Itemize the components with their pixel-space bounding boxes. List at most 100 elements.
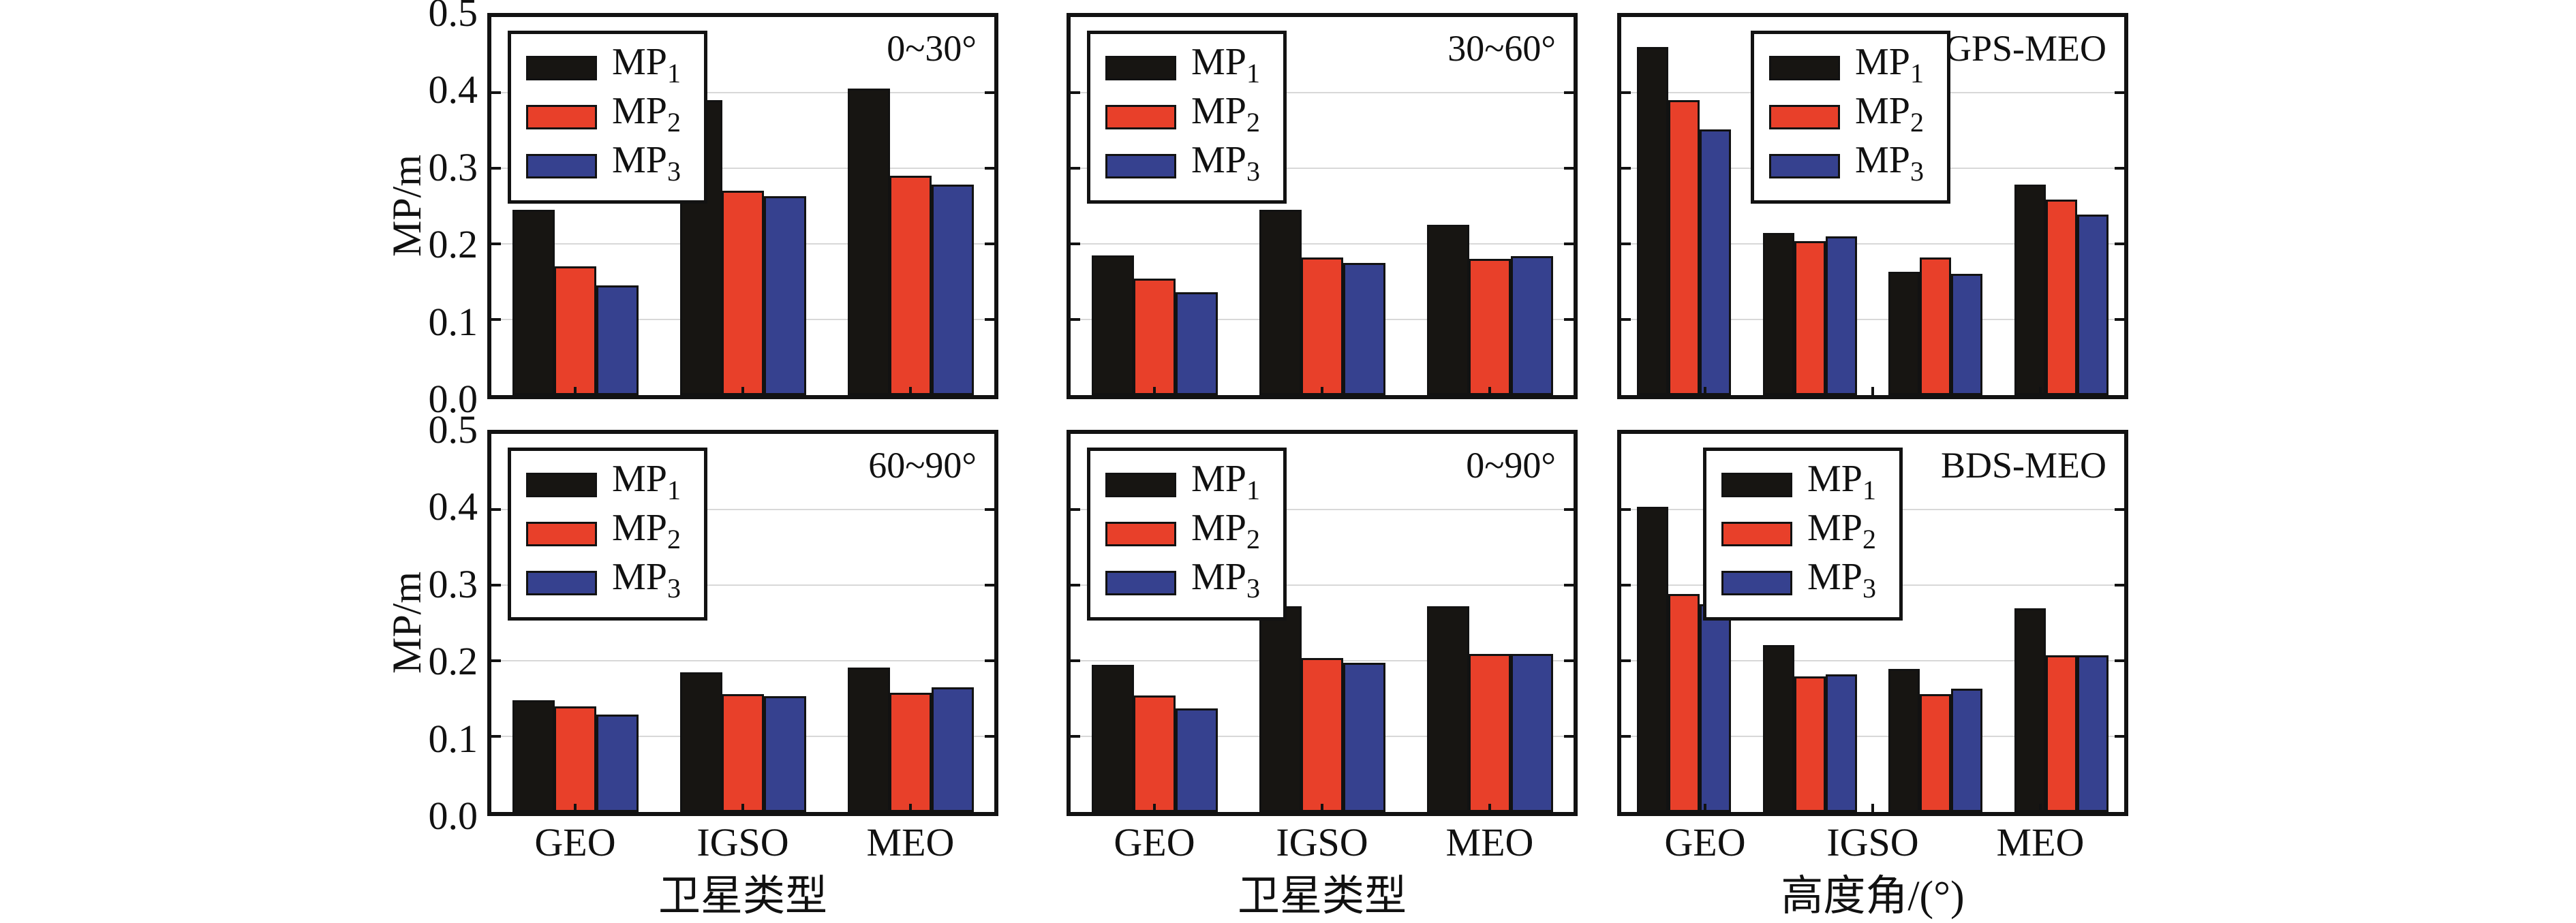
tick-mark <box>1621 735 1631 738</box>
bar-mp1-group2 <box>1763 645 1794 812</box>
tick-mark <box>1621 318 1631 321</box>
legend-swatch-mp2 <box>1721 522 1792 546</box>
legend-row: MP2 <box>526 90 681 142</box>
gridline <box>1071 584 1574 586</box>
legend-label: MP2 <box>1191 507 1260 555</box>
legend-label: MP2 <box>612 90 681 138</box>
y-tick-label: 0.5 <box>428 0 478 35</box>
bar-mp3-group1 <box>596 715 639 812</box>
tick-mark <box>1321 387 1323 395</box>
legend-label: MP3 <box>1191 139 1260 187</box>
bar-mp3-group2 <box>1826 674 1857 812</box>
legend-swatch-mp1 <box>1769 56 1840 80</box>
tick-mark <box>491 508 501 511</box>
plot-area <box>1071 17 1574 395</box>
legend-row: MP3 <box>526 557 681 608</box>
tick-mark <box>1071 584 1080 586</box>
tick-mark <box>909 387 912 395</box>
legend-swatch-mp3 <box>1105 154 1176 178</box>
x-axis-title: 卫星类型 <box>658 873 827 920</box>
gridline <box>491 660 994 661</box>
legend-row: MP1 <box>526 458 681 510</box>
bar-mp1-group1 <box>1092 255 1134 395</box>
legend-row: MP1 <box>526 42 681 93</box>
tick-mark <box>491 91 501 94</box>
tick-mark <box>1564 91 1574 94</box>
tick-mark <box>985 318 994 321</box>
bar-mp2-group1 <box>554 706 596 812</box>
tick-mark <box>1564 243 1574 245</box>
bar-mp2-group3 <box>1469 654 1511 812</box>
legend-label: MP1 <box>1191 458 1260 506</box>
legend-row: MP3 <box>526 140 681 191</box>
tick-mark <box>1153 387 1156 395</box>
chart-panel-0: MP1 MP2 MP3 0~30° <box>487 13 998 399</box>
legend-label: MP1 <box>1855 41 1924 89</box>
tick-mark <box>985 584 994 586</box>
bar-mp2-group4 <box>2046 200 2077 395</box>
gridline <box>1621 736 2124 737</box>
bar-mp1-group3 <box>1427 225 1469 395</box>
bar-mp1-group3 <box>1888 669 1920 812</box>
tick-mark <box>741 804 744 812</box>
x-tick-label-meo: MEO <box>1996 820 2085 864</box>
legend-swatch-mp3 <box>1105 571 1176 595</box>
legend-row: MP2 <box>1721 507 1876 559</box>
bar-mp3-group2 <box>1343 263 1385 395</box>
tick-mark <box>491 167 501 170</box>
chart-panel-4: MP1 MP2 MP3 0~90° <box>1067 430 1578 816</box>
legend-swatch-mp2 <box>1105 522 1176 546</box>
gridline <box>1621 243 2124 245</box>
tick-mark <box>1153 804 1156 812</box>
bar-mp2-group1 <box>1133 279 1176 395</box>
tick-mark <box>2115 508 2124 511</box>
bar-mp3-group2 <box>764 696 806 812</box>
panel-title: 0~30° <box>887 28 977 69</box>
legend-row: MP3 <box>1721 557 1876 608</box>
gridline <box>1071 243 1574 245</box>
tick-mark <box>1321 804 1323 812</box>
legend-row: MP2 <box>1769 91 1924 142</box>
bar-mp2-group3 <box>1920 257 1951 395</box>
x-tick-label-igso: IGSO <box>696 820 789 864</box>
legend-label: MP3 <box>1855 139 1924 187</box>
tick-mark <box>1488 387 1491 395</box>
gridline <box>491 584 994 586</box>
bar-mp2-group2 <box>1301 658 1343 812</box>
bar-mp3-group4 <box>2077 215 2109 395</box>
bar-mp3-group3 <box>1511 256 1553 395</box>
tick-mark <box>1871 804 1874 812</box>
tick-mark <box>491 243 501 245</box>
tick-mark <box>1071 91 1080 94</box>
tick-mark <box>1564 318 1574 321</box>
x-tick-label-igso: IGSO <box>1826 820 1919 864</box>
bar-mp3-group1 <box>1176 708 1218 812</box>
legend-label: MP1 <box>1807 458 1876 506</box>
bar-mp3-group3 <box>1951 689 1982 812</box>
gridline <box>1071 168 1574 169</box>
legend-row: MP2 <box>1105 507 1260 559</box>
tick-mark <box>1071 659 1080 662</box>
tick-mark <box>1621 243 1631 245</box>
tick-mark <box>985 91 994 94</box>
legend-row: MP3 <box>1105 139 1260 191</box>
bar-mp1-group3 <box>1888 272 1920 395</box>
tick-mark <box>1488 804 1491 812</box>
legend-swatch-mp1 <box>526 56 597 80</box>
chart-panel-3: MP1 MP2 MP3 60~90° <box>487 430 998 816</box>
legend-row: MP2 <box>526 507 681 559</box>
y-tick-label: 0.4 <box>428 67 478 112</box>
tick-mark <box>1071 735 1080 738</box>
tick-mark <box>1564 584 1574 586</box>
legend-swatch-mp1 <box>1721 473 1792 497</box>
tick-mark <box>2115 167 2124 170</box>
tick-mark <box>2115 735 2124 738</box>
gridline <box>1071 509 1574 510</box>
legend-label: MP2 <box>1191 90 1260 138</box>
legend-swatch-mp2 <box>1105 105 1176 129</box>
legend-label: MP2 <box>1807 507 1876 555</box>
tick-mark <box>1564 167 1574 170</box>
tick-mark <box>1621 508 1631 511</box>
legend: MP1 MP2 MP3 <box>508 31 707 204</box>
bar-mp3-group2 <box>1343 663 1385 812</box>
